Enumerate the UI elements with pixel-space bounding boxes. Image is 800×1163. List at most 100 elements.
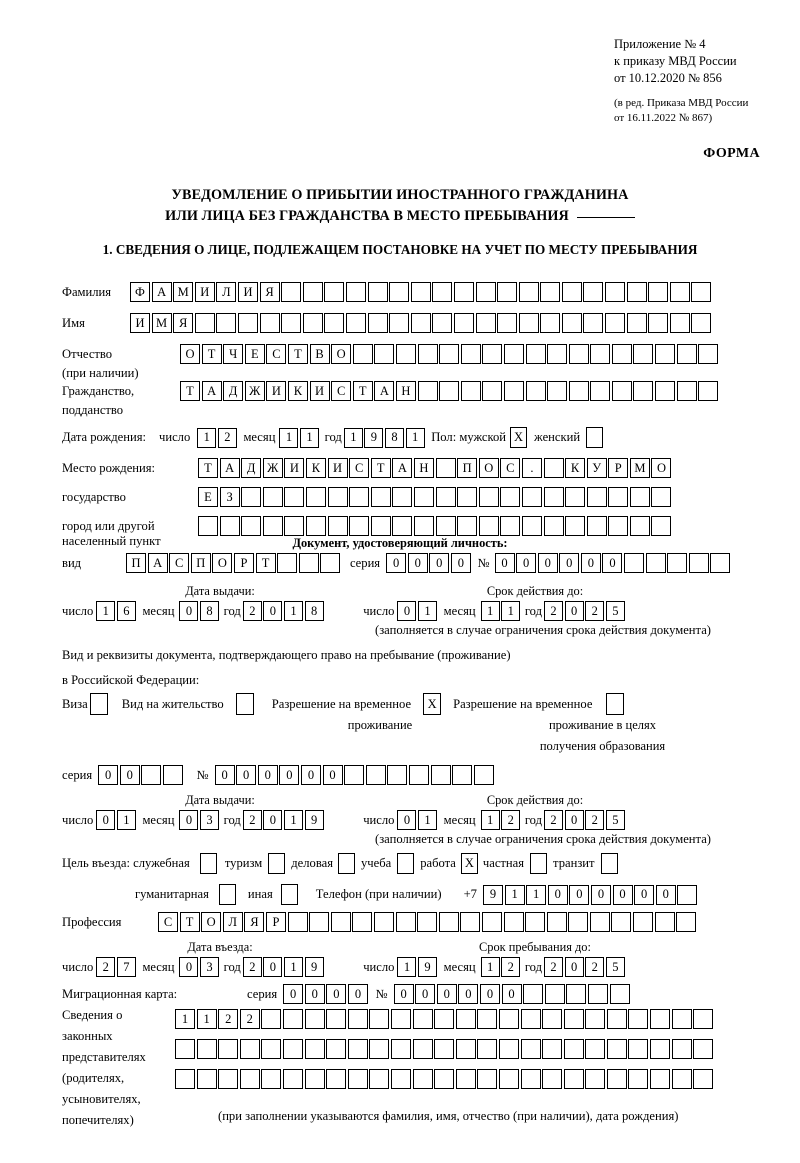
char-cell[interactable]: С bbox=[169, 553, 190, 573]
char-cell[interactable]: В bbox=[309, 344, 330, 364]
char-cell[interactable] bbox=[542, 1009, 563, 1029]
char-cell[interactable] bbox=[520, 1069, 541, 1089]
char-cell[interactable]: Я bbox=[173, 313, 194, 333]
char-cell[interactable] bbox=[565, 516, 586, 536]
char-cell[interactable] bbox=[282, 1069, 303, 1089]
char-cell[interactable] bbox=[589, 912, 610, 932]
char-cell[interactable]: 8 bbox=[200, 601, 220, 621]
char-cell[interactable] bbox=[298, 553, 319, 573]
char-cell[interactable]: 0 bbox=[580, 553, 601, 573]
char-cell[interactable] bbox=[498, 1069, 519, 1089]
char-cell[interactable] bbox=[477, 1069, 498, 1089]
char-cell[interactable]: С bbox=[349, 458, 370, 478]
char-cell[interactable] bbox=[585, 1039, 606, 1059]
char-cell[interactable] bbox=[473, 765, 494, 785]
char-cell[interactable] bbox=[671, 1039, 692, 1059]
char-cell[interactable] bbox=[629, 487, 650, 507]
sex-male-checkbox[interactable]: X bbox=[510, 427, 528, 448]
char-cell[interactable] bbox=[417, 344, 438, 364]
char-cell[interactable] bbox=[521, 516, 542, 536]
char-cell[interactable] bbox=[410, 313, 431, 333]
char-cell[interactable] bbox=[547, 344, 568, 364]
char-cell[interactable]: Н bbox=[413, 458, 434, 478]
sex-female-checkbox[interactable] bbox=[586, 427, 604, 448]
char-cell[interactable]: Т bbox=[201, 344, 222, 364]
char-cell[interactable] bbox=[395, 912, 416, 932]
char-cell[interactable] bbox=[650, 1069, 671, 1089]
char-cell[interactable]: 0 bbox=[494, 553, 515, 573]
char-cell[interactable]: 1 bbox=[526, 884, 547, 905]
char-cell[interactable]: 1 bbox=[284, 957, 304, 977]
char-cell[interactable] bbox=[175, 1069, 195, 1089]
char-cell[interactable] bbox=[651, 487, 672, 507]
char-cell[interactable] bbox=[344, 765, 365, 785]
char-cell[interactable]: 1 bbox=[116, 810, 136, 830]
char-cell[interactable] bbox=[650, 1009, 671, 1029]
char-cell[interactable] bbox=[500, 487, 521, 507]
char-cell[interactable]: 1 bbox=[197, 427, 217, 448]
char-cell[interactable] bbox=[561, 282, 582, 302]
char-cell[interactable] bbox=[698, 344, 719, 364]
char-cell[interactable]: 5 bbox=[605, 957, 625, 977]
char-cell[interactable] bbox=[633, 381, 654, 401]
char-cell[interactable] bbox=[648, 282, 669, 302]
char-cell[interactable] bbox=[585, 1069, 606, 1089]
char-cell[interactable]: П bbox=[190, 553, 211, 573]
char-cell[interactable] bbox=[302, 282, 323, 302]
char-cell[interactable] bbox=[586, 516, 607, 536]
char-cell[interactable] bbox=[349, 516, 370, 536]
char-cell[interactable] bbox=[628, 1039, 649, 1059]
char-cell[interactable] bbox=[430, 765, 451, 785]
birth-place-input-3[interactable] bbox=[198, 516, 673, 536]
char-cell[interactable]: 0 bbox=[179, 957, 199, 977]
char-cell[interactable]: Е bbox=[198, 487, 218, 507]
char-cell[interactable]: 1 bbox=[96, 601, 116, 621]
char-cell[interactable] bbox=[521, 487, 542, 507]
char-cell[interactable]: 2 bbox=[242, 601, 262, 621]
char-cell[interactable]: 0 bbox=[283, 984, 304, 1004]
char-cell[interactable] bbox=[373, 912, 394, 932]
char-cell[interactable]: Я bbox=[244, 912, 265, 932]
char-cell[interactable] bbox=[676, 912, 697, 932]
char-cell[interactable] bbox=[395, 344, 416, 364]
char-cell[interactable]: 1 bbox=[405, 427, 425, 448]
char-cell[interactable] bbox=[367, 282, 388, 302]
char-cell[interactable] bbox=[561, 313, 582, 333]
char-cell[interactable] bbox=[284, 516, 305, 536]
char-cell[interactable] bbox=[284, 487, 305, 507]
char-cell[interactable] bbox=[326, 1009, 347, 1029]
char-cell[interactable] bbox=[282, 1039, 303, 1059]
char-cell[interactable]: 1 bbox=[300, 427, 320, 448]
char-cell[interactable]: 2 bbox=[242, 957, 262, 977]
char-cell[interactable] bbox=[605, 282, 626, 302]
char-cell[interactable]: 0 bbox=[96, 810, 116, 830]
char-cell[interactable] bbox=[390, 1009, 411, 1029]
purpose-official-checkbox[interactable] bbox=[199, 853, 217, 874]
char-cell[interactable] bbox=[460, 912, 481, 932]
char-cell[interactable] bbox=[412, 1069, 433, 1089]
char-cell[interactable]: 7 bbox=[116, 957, 136, 977]
char-cell[interactable] bbox=[477, 1009, 498, 1029]
char-cell[interactable] bbox=[629, 516, 650, 536]
char-cell[interactable] bbox=[543, 458, 564, 478]
char-cell[interactable] bbox=[563, 1039, 584, 1059]
char-cell[interactable]: 1 bbox=[279, 427, 299, 448]
char-cell[interactable]: 0 bbox=[257, 765, 278, 785]
char-cell[interactable]: И bbox=[266, 381, 287, 401]
char-cell[interactable]: С bbox=[500, 458, 521, 478]
char-cell[interactable] bbox=[324, 313, 345, 333]
char-cell[interactable] bbox=[162, 765, 183, 785]
char-cell[interactable]: Р bbox=[608, 458, 629, 478]
char-cell[interactable]: О bbox=[180, 344, 200, 364]
char-cell[interactable]: 1 bbox=[284, 810, 304, 830]
char-cell[interactable]: 8 bbox=[304, 601, 324, 621]
char-cell[interactable] bbox=[326, 1069, 347, 1089]
char-cell[interactable] bbox=[518, 313, 539, 333]
char-cell[interactable] bbox=[457, 516, 478, 536]
